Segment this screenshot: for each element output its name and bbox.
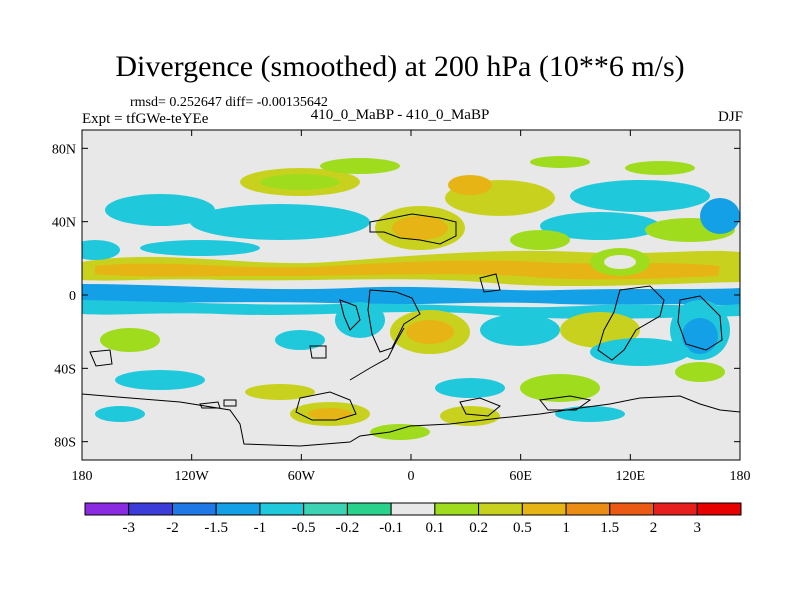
colorbar-label: -0.2	[336, 520, 360, 536]
y-tick-label: 80S	[54, 436, 76, 451]
colorbar-label: -1.5	[204, 520, 228, 536]
x-tick-label: 120W	[175, 469, 210, 484]
colorbar-label: -0.1	[379, 520, 403, 536]
colorbar-label: -1	[254, 520, 267, 536]
colorbar-label: 0.2	[469, 520, 488, 536]
colorbar-box	[215, 502, 261, 516]
colorbar-box	[521, 502, 567, 516]
experiment-label: Expt = tfGWe-teYEe	[82, 111, 209, 127]
band-teal	[82, 300, 740, 319]
colorbar-label: -2	[166, 520, 179, 536]
colorbar-box	[609, 502, 655, 516]
colorbar-box	[84, 502, 130, 516]
colorbar-label: 1	[562, 520, 570, 536]
colorbar-box	[434, 502, 480, 516]
colorbar-box	[478, 502, 523, 516]
colorbar-label: -0.5	[292, 520, 316, 536]
colorbar-label: 0.5	[513, 520, 532, 536]
coastlines	[82, 213, 740, 447]
y-tick-label: 40S	[54, 362, 76, 377]
colorbar-label: 2	[650, 520, 658, 536]
colorbar: -3 -2 -1.5 -1 -0.5 -0.2 -0.1 0.1 0.2 0.5 1 1.5 2 3	[84, 502, 742, 536]
colorbar-box	[303, 502, 348, 516]
y-tick-label: 0	[69, 289, 76, 304]
x-tick-label: 60W	[288, 469, 316, 484]
y-axis: 80N 40N 0 40S 80S	[52, 142, 740, 451]
colorbar-box	[696, 502, 742, 516]
colorbar-label: 0.1	[425, 520, 444, 536]
colorbar-box	[653, 502, 698, 516]
colorbar-label: -3	[122, 520, 135, 536]
case-label: 410_0_MaBP - 410_0_MaBP	[310, 107, 490, 123]
y-tick-label: 40N	[52, 216, 76, 231]
colorbar-label: 1.5	[600, 520, 619, 536]
colorbar-box	[390, 502, 436, 516]
chart-title: Divergence (smoothed) at 200 hPa (10**6 …	[115, 50, 685, 83]
colorbar-box	[565, 502, 611, 516]
x-axis: 180 120W 60W 0 60E 120E 180	[72, 130, 751, 484]
colorbar-box	[171, 502, 217, 516]
field-contours	[82, 156, 740, 440]
colorbar-box	[128, 502, 173, 516]
x-tick-label: 60E	[509, 469, 532, 484]
stats-text: rmsd= 0.252647 diff= -0.00135642	[130, 95, 328, 110]
band-blue	[82, 284, 740, 306]
colorbar-box	[259, 502, 305, 516]
x-tick-label: 120E	[616, 469, 646, 484]
band-upper-orange	[95, 260, 720, 280]
colorbar-label: 3	[694, 520, 702, 536]
season-label: DJF	[717, 109, 743, 125]
x-tick-label: 180	[730, 469, 751, 484]
x-tick-label: 180	[72, 469, 93, 484]
x-tick-label: 0	[408, 469, 415, 484]
y-tick-label: 80N	[52, 142, 76, 157]
colorbar-box	[346, 502, 392, 516]
